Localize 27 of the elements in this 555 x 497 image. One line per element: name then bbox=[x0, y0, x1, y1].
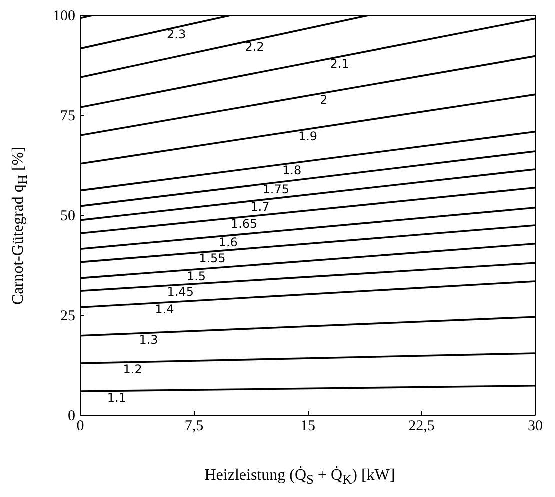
series-label: 1.8 bbox=[282, 163, 302, 178]
y-tick-label: 50 bbox=[60, 208, 76, 224]
series-label: 1.3 bbox=[139, 333, 158, 348]
y-tick-label: 75 bbox=[60, 108, 76, 124]
series-label: 1.6 bbox=[218, 236, 238, 250]
series-label: 1.65 bbox=[230, 217, 258, 232]
y-tick-label: 25 bbox=[60, 308, 76, 324]
series-label: 2.2 bbox=[245, 40, 264, 54]
y-tick-label: 0 bbox=[68, 408, 76, 424]
series-label: 1.75 bbox=[262, 182, 290, 197]
series-label: 1.1 bbox=[107, 391, 126, 406]
y-tick-label: 100 bbox=[53, 8, 76, 24]
series-label: 1.55 bbox=[199, 252, 226, 266]
series-label: 1.45 bbox=[167, 284, 194, 299]
series-label: 2 bbox=[320, 93, 328, 108]
series-label: 2.1 bbox=[330, 56, 350, 71]
x-tick-label: 15 bbox=[300, 418, 316, 434]
series-label: 1.4 bbox=[155, 302, 174, 317]
series-label: 1.7 bbox=[250, 200, 270, 214]
series-label: 2.3 bbox=[167, 27, 186, 42]
x-tick-label: 22,5 bbox=[408, 418, 435, 434]
x-tick-label: 7,5 bbox=[184, 418, 204, 434]
series-label: 1.5 bbox=[186, 270, 206, 284]
x-tick-label: 30 bbox=[528, 418, 543, 434]
series-label: 1.2 bbox=[123, 362, 142, 376]
series-label: 1.9 bbox=[298, 129, 318, 144]
x-axis-title: Heizleistung (Q̇$_{S}$ + Q̇$_{K}$) [kW] bbox=[204, 466, 396, 490]
